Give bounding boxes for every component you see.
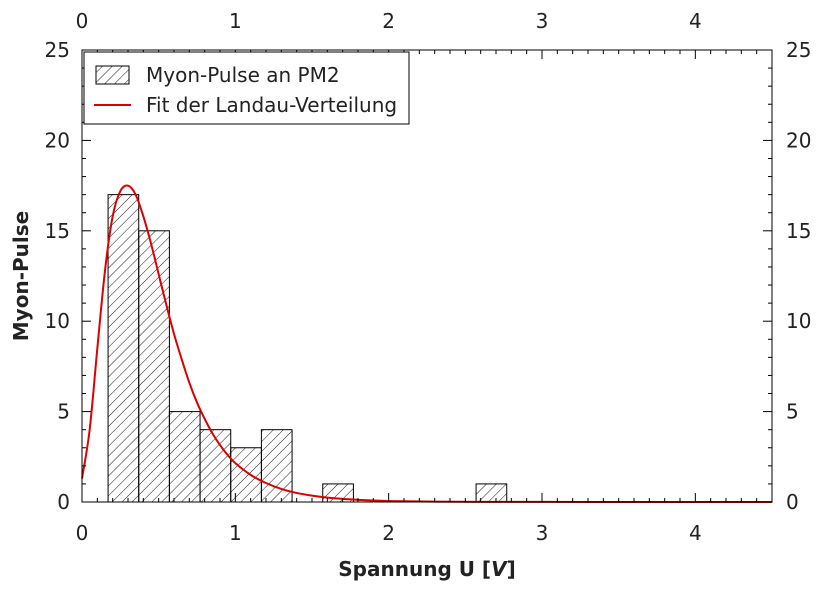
legend-label-fit: Fit der Landau-Verteilung: [146, 93, 397, 117]
x-tick-label-bottom: 2: [382, 521, 395, 545]
x-tick-label-top: 0: [76, 9, 89, 33]
plot-frame: [81, 49, 773, 503]
x-tick-label-bottom: 3: [536, 521, 549, 545]
y-tick-label-right: 0: [786, 490, 799, 514]
x-tick-label-top: 3: [536, 9, 549, 33]
x-tick-label-bottom: 4: [689, 521, 702, 545]
legend-label-histogram: Myon-Pulse an PM2: [146, 63, 340, 87]
histogram-bar: [168, 411, 201, 503]
y-tick-label-left: 0: [57, 490, 70, 514]
histogram-bar: [230, 447, 262, 503]
legend-hatch-swatch: [95, 65, 130, 85]
x-tick-label-bottom: 0: [76, 521, 89, 545]
y-tick-label-left: 5: [57, 400, 70, 424]
histogram-bars: [107, 194, 508, 503]
histogram-bar: [138, 230, 170, 503]
y-tick-label-right: 20: [786, 128, 811, 152]
y-tick-label-right: 5: [786, 400, 799, 424]
histogram-bar: [107, 194, 140, 503]
y-tick-label-right: 15: [786, 219, 811, 243]
y-tick-label-left: 20: [45, 128, 70, 152]
legend-box: [83, 51, 410, 125]
legend: Myon-Pulse an PM2 Fit der Landau-Verteil…: [83, 51, 410, 125]
x-tick-label-top: 1: [229, 9, 242, 33]
x-tick-label-bottom: 1: [229, 521, 242, 545]
y-tick-label-left: 10: [45, 309, 70, 333]
y-tick-label-right: 25: [786, 38, 811, 62]
histogram-bar: [199, 429, 232, 503]
y-tick-label-left: 25: [45, 38, 70, 62]
y-tick-label-right: 10: [786, 309, 811, 333]
y-tick-label-left: 15: [45, 219, 70, 243]
x-tick-label-top: 4: [689, 9, 702, 33]
y-axis-title: Myon-Pulse: [9, 211, 33, 341]
x-axis-title: Spannung U [V]: [338, 557, 515, 581]
x-tick-label-top: 2: [382, 9, 395, 33]
